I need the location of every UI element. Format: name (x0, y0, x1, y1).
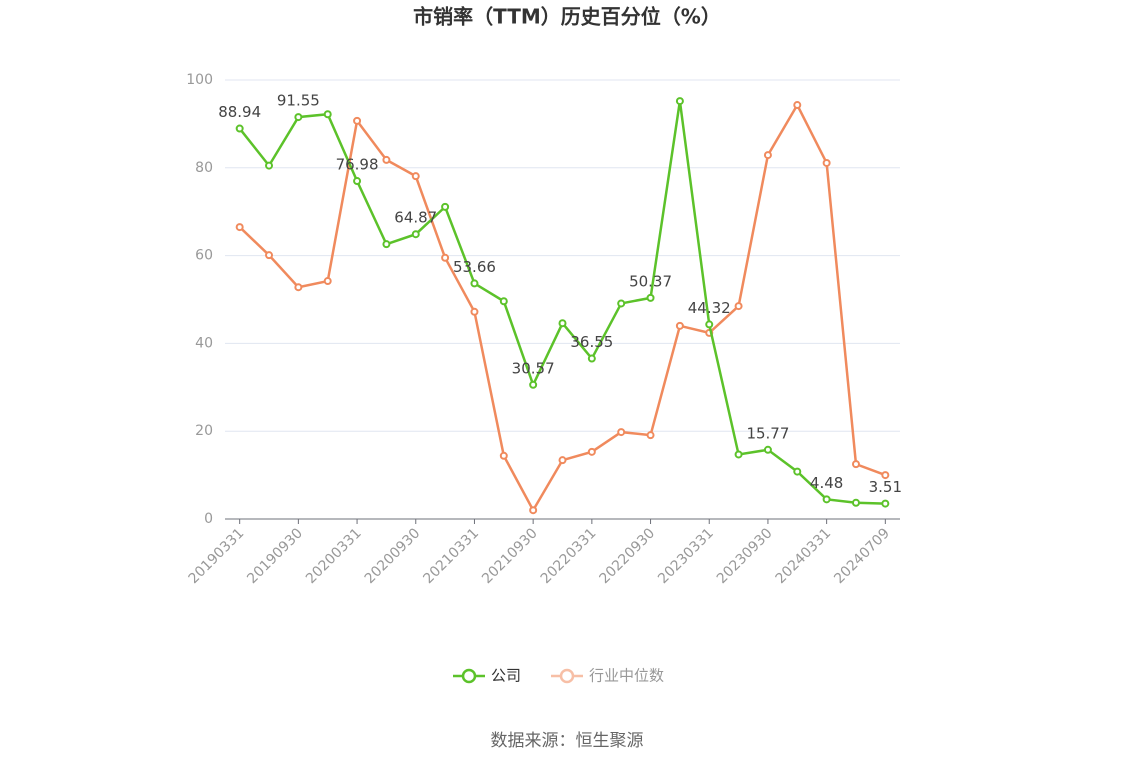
x-tick-label: 20190930 (244, 525, 306, 587)
y-tick-label: 100 (186, 72, 213, 88)
point (294, 113, 303, 122)
data-label: 30.57 (512, 359, 555, 377)
x-tick-label: 20230331 (655, 525, 717, 587)
point (617, 299, 626, 308)
point (235, 223, 244, 232)
point (705, 320, 714, 329)
point (675, 97, 684, 106)
point (851, 460, 860, 469)
point (382, 240, 391, 249)
point (558, 456, 567, 465)
point (734, 450, 743, 459)
point (265, 251, 274, 260)
x-tick-label: 20220331 (538, 525, 600, 587)
point (734, 302, 743, 311)
data-label: 88.94 (218, 103, 261, 121)
x-tick-label: 20230930 (714, 525, 776, 587)
point (881, 471, 890, 480)
point (793, 467, 802, 476)
x-tick-label: 20210930 (479, 525, 541, 587)
y-tick-label: 40 (195, 335, 213, 351)
point (411, 172, 420, 181)
point (617, 428, 626, 437)
point (822, 158, 831, 167)
point (587, 447, 596, 456)
y-tick-label: 80 (195, 160, 213, 176)
legend-label: 公司 (491, 667, 521, 685)
point (470, 279, 479, 288)
point (646, 293, 655, 302)
data-label: 91.55 (277, 92, 320, 110)
point (587, 354, 596, 363)
point (382, 155, 391, 164)
legend-marker (559, 668, 575, 684)
data-label: 53.66 (453, 258, 496, 276)
data-label: 4.48 (810, 474, 843, 492)
point (529, 506, 538, 515)
point (353, 177, 362, 186)
legend-marker (461, 668, 477, 684)
x-tick-label: 20240331 (773, 525, 835, 587)
x-tick-label: 20240709 (831, 525, 893, 587)
point (763, 445, 772, 454)
y-tick-label: 20 (195, 423, 213, 439)
x-tick-label: 20210331 (420, 525, 482, 587)
x-tick-label: 20200930 (362, 525, 424, 587)
point (441, 202, 450, 211)
point (470, 307, 479, 316)
point (558, 319, 567, 328)
point (265, 161, 274, 170)
data-label: 44.32 (688, 299, 731, 317)
point (441, 253, 450, 262)
point (675, 321, 684, 330)
y-tick-label: 60 (195, 248, 213, 264)
x-tick-label: 20220930 (596, 525, 658, 587)
x-tick-label: 20190331 (186, 525, 248, 587)
point (646, 431, 655, 440)
data-label: 15.77 (746, 424, 789, 442)
source: 数据来源：恒生聚源 (491, 731, 644, 751)
point (323, 277, 332, 286)
data-label: 64.87 (394, 209, 437, 227)
point (499, 451, 508, 460)
point (235, 124, 244, 133)
data-label: 3.51 (869, 478, 902, 496)
y-tick-label: 0 (204, 511, 213, 527)
point (793, 101, 802, 110)
point (323, 110, 332, 119)
point (353, 116, 362, 125)
legend-label: 行业中位数 (589, 667, 664, 685)
chart-title: 市销率（TTM）历史百分位（%） (413, 5, 721, 29)
point (411, 230, 420, 239)
point (851, 498, 860, 507)
data-label: 50.37 (629, 272, 672, 290)
point (499, 297, 508, 306)
point (763, 151, 772, 160)
data-label: 76.98 (336, 156, 379, 174)
x-tick-label: 20200331 (303, 525, 365, 587)
point (294, 283, 303, 292)
point (881, 499, 890, 508)
data-label: 36.55 (570, 333, 613, 351)
point (822, 495, 831, 504)
point (529, 380, 538, 389)
